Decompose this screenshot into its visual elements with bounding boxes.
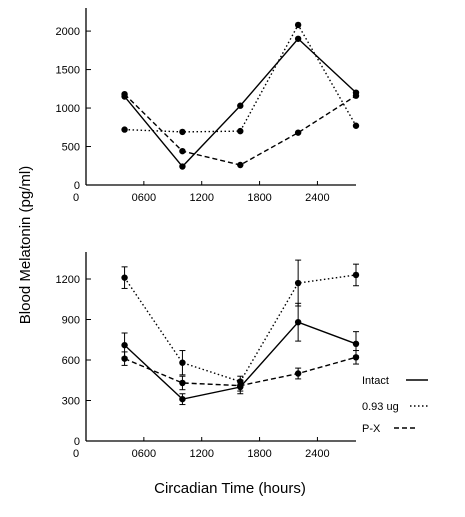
y-tick-label: 1500 [56, 65, 80, 77]
bottom-panel: 0 300 600 900 1200 0 0600 1200 1800 2400 [56, 252, 360, 460]
x-tick-label: 1200 [189, 192, 213, 204]
y-tick-label: 0 [74, 436, 80, 448]
data-point [179, 359, 186, 366]
legend-label-px: P-X [362, 423, 381, 435]
series-line-0-93-ug [123, 274, 357, 383]
y-tick-label: 1200 [56, 274, 80, 286]
series-p-x [121, 90, 360, 169]
data-point [352, 340, 360, 347]
series-0-93-ug [121, 259, 360, 388]
series-p-x [121, 350, 360, 392]
y-tick-label: 0 [74, 180, 80, 192]
y-tick-label: 300 [62, 396, 80, 408]
x-tick-label: 0600 [132, 192, 156, 204]
x-tick-label: 1800 [247, 448, 271, 460]
data-point [237, 382, 244, 389]
data-point [121, 341, 128, 349]
series-line-0-93-ug [124, 23, 357, 133]
legend-label-dose: 0.93 ug [362, 401, 399, 413]
data-point [121, 90, 128, 98]
data-point [352, 92, 360, 99]
data-point [121, 355, 128, 362]
x-tick-label: 1800 [247, 192, 271, 204]
data-point [121, 274, 128, 281]
legend-label-intact: Intact [362, 375, 389, 387]
data-point [179, 128, 186, 136]
x-tick-label: 0 [73, 448, 79, 460]
x-tick-label: 2400 [305, 448, 329, 460]
data-point [179, 163, 186, 170]
legend: Intact 0.93 ug P-X [362, 375, 430, 435]
data-point [179, 147, 186, 155]
y-tick-label: 500 [62, 142, 80, 154]
y-tick-label: 1000 [56, 103, 80, 115]
data-point [121, 126, 128, 133]
data-point [294, 21, 302, 29]
data-point [179, 395, 186, 403]
x-tick-label: 0 [73, 192, 79, 204]
data-point [237, 127, 244, 135]
data-point [237, 102, 244, 109]
data-point [294, 319, 302, 326]
data-point [294, 35, 302, 42]
x-tick-label: 1200 [189, 448, 213, 460]
x-tick-label: 0600 [132, 448, 156, 460]
data-point [294, 370, 302, 377]
y-tick-label: 900 [62, 315, 80, 327]
data-point [352, 122, 360, 129]
x-axis-title: Circadian Time (hours) [154, 480, 306, 497]
y-tick-label: 2000 [56, 26, 80, 38]
series-intact [121, 35, 360, 170]
series-0-93-ug [121, 21, 360, 136]
data-point [352, 354, 360, 361]
data-point [294, 279, 302, 287]
x-tick-label: 2400 [305, 192, 329, 204]
data-point [294, 129, 302, 136]
y-axis-title: Blood Melatonin (pg/ml) [17, 166, 34, 324]
data-point [237, 161, 244, 169]
data-point [352, 271, 360, 279]
y-tick-label: 600 [62, 355, 80, 367]
top-panel: 0 500 1000 1500 2000 0 0600 1200 1800 2400 [56, 8, 360, 204]
data-point [179, 379, 186, 387]
